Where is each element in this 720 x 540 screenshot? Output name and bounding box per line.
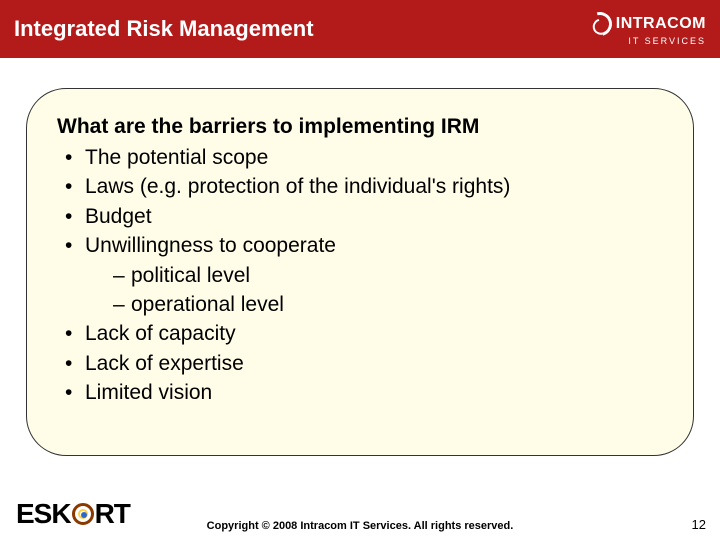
sub-list-item-text: operational level [131,293,284,316]
content-area: What are the barriers to implementing IR… [0,58,720,456]
swirl-icon [583,8,616,41]
sub-list-item-text: political level [131,264,250,287]
copyright-text: Copyright © 2008 Intracom IT Services. A… [0,520,720,532]
list-item-text: Budget [85,205,152,228]
list-item: Unwillingness to cooperate political lev… [57,231,663,319]
slide-footer: ESK RT Copyright © 2008 Intracom IT Serv… [0,484,720,540]
bullet-list: The potential scope Laws (e.g. protectio… [57,143,663,408]
list-item-text: Lack of expertise [85,352,244,375]
list-item-text: Limited vision [85,381,212,404]
brand-name: INTRACOM [616,16,706,32]
card-heading: What are the barriers to implementing IR… [57,115,663,139]
list-item: Budget [57,202,663,231]
brand-subtitle: IT SERVICES [628,37,706,46]
list-item: Lack of expertise [57,349,663,378]
list-item-text: Laws (e.g. protection of the individual'… [85,175,510,198]
sub-list-item: political level [113,261,663,290]
list-item-text: Lack of capacity [85,322,236,345]
list-item: The potential scope [57,143,663,172]
sub-list-item: operational level [113,290,663,319]
list-item-text: The potential scope [85,146,268,169]
list-item: Laws (e.g. protection of the individual'… [57,172,663,201]
list-item-text: Unwillingness to cooperate [85,234,336,257]
sub-list: political level operational level [85,261,663,320]
slide-header: Integrated Risk Management INTRACOM IT S… [0,0,720,58]
page-number: 12 [692,517,706,532]
content-card: What are the barriers to implementing IR… [26,88,694,456]
list-item: Lack of capacity [57,319,663,348]
list-item: Limited vision [57,378,663,407]
brand-logo: INTRACOM IT SERVICES [588,12,706,46]
slide-title: Integrated Risk Management [14,16,314,42]
